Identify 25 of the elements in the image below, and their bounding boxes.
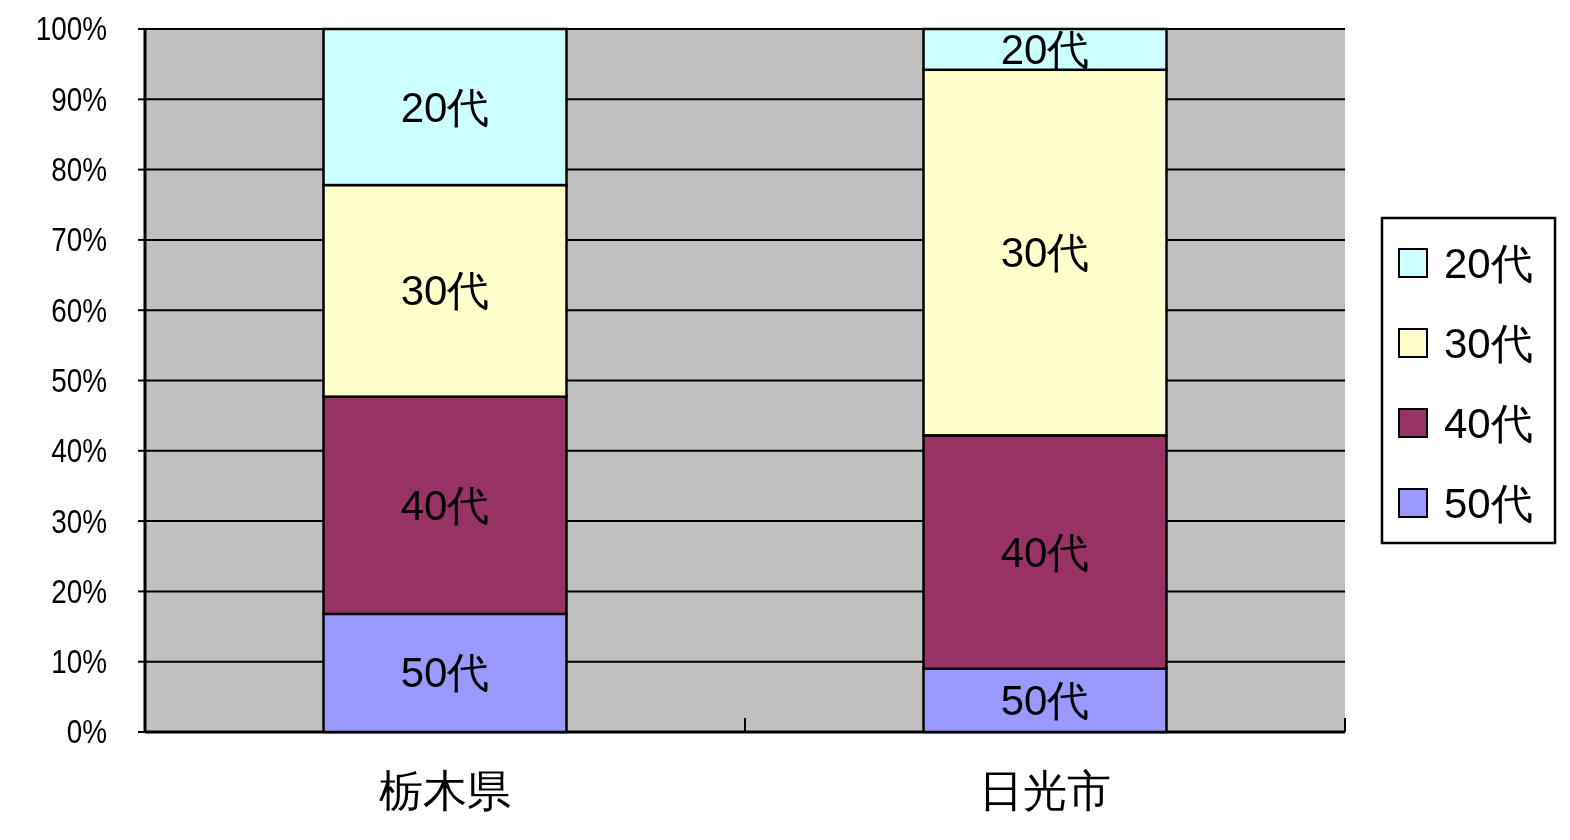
ytick: 70%: [51, 220, 107, 260]
xtick: 栃木県: [379, 765, 511, 815]
xtick: 日光市: [979, 765, 1111, 815]
legend-label: 20代: [1444, 239, 1533, 287]
ytick: 10%: [51, 642, 107, 681]
legend-label: 40代: [1444, 399, 1533, 447]
ytick: 80%: [51, 150, 107, 189]
annotation: 40代: [400, 481, 490, 529]
ytick: 100%: [35, 9, 107, 49]
annotation: 50代: [400, 649, 490, 697]
annotation: 20代: [1000, 25, 1090, 73]
ytick: 50%: [51, 361, 107, 400]
annotation: 20代: [400, 83, 490, 131]
ytick: 30%: [51, 501, 107, 541]
ytick: 90%: [51, 80, 107, 119]
annotation: 50代: [1000, 676, 1090, 724]
ytick: 60%: [51, 291, 107, 330]
ytick: 40%: [51, 431, 107, 470]
annotation: 30代: [1000, 229, 1090, 277]
annotation: 40代: [1000, 528, 1090, 576]
annotation: 30代: [400, 267, 490, 315]
ytick: 0%: [66, 712, 107, 752]
legend-label: 50代: [1444, 479, 1533, 527]
ytick: 20%: [51, 572, 107, 611]
legend-label: 30代: [1444, 319, 1533, 367]
